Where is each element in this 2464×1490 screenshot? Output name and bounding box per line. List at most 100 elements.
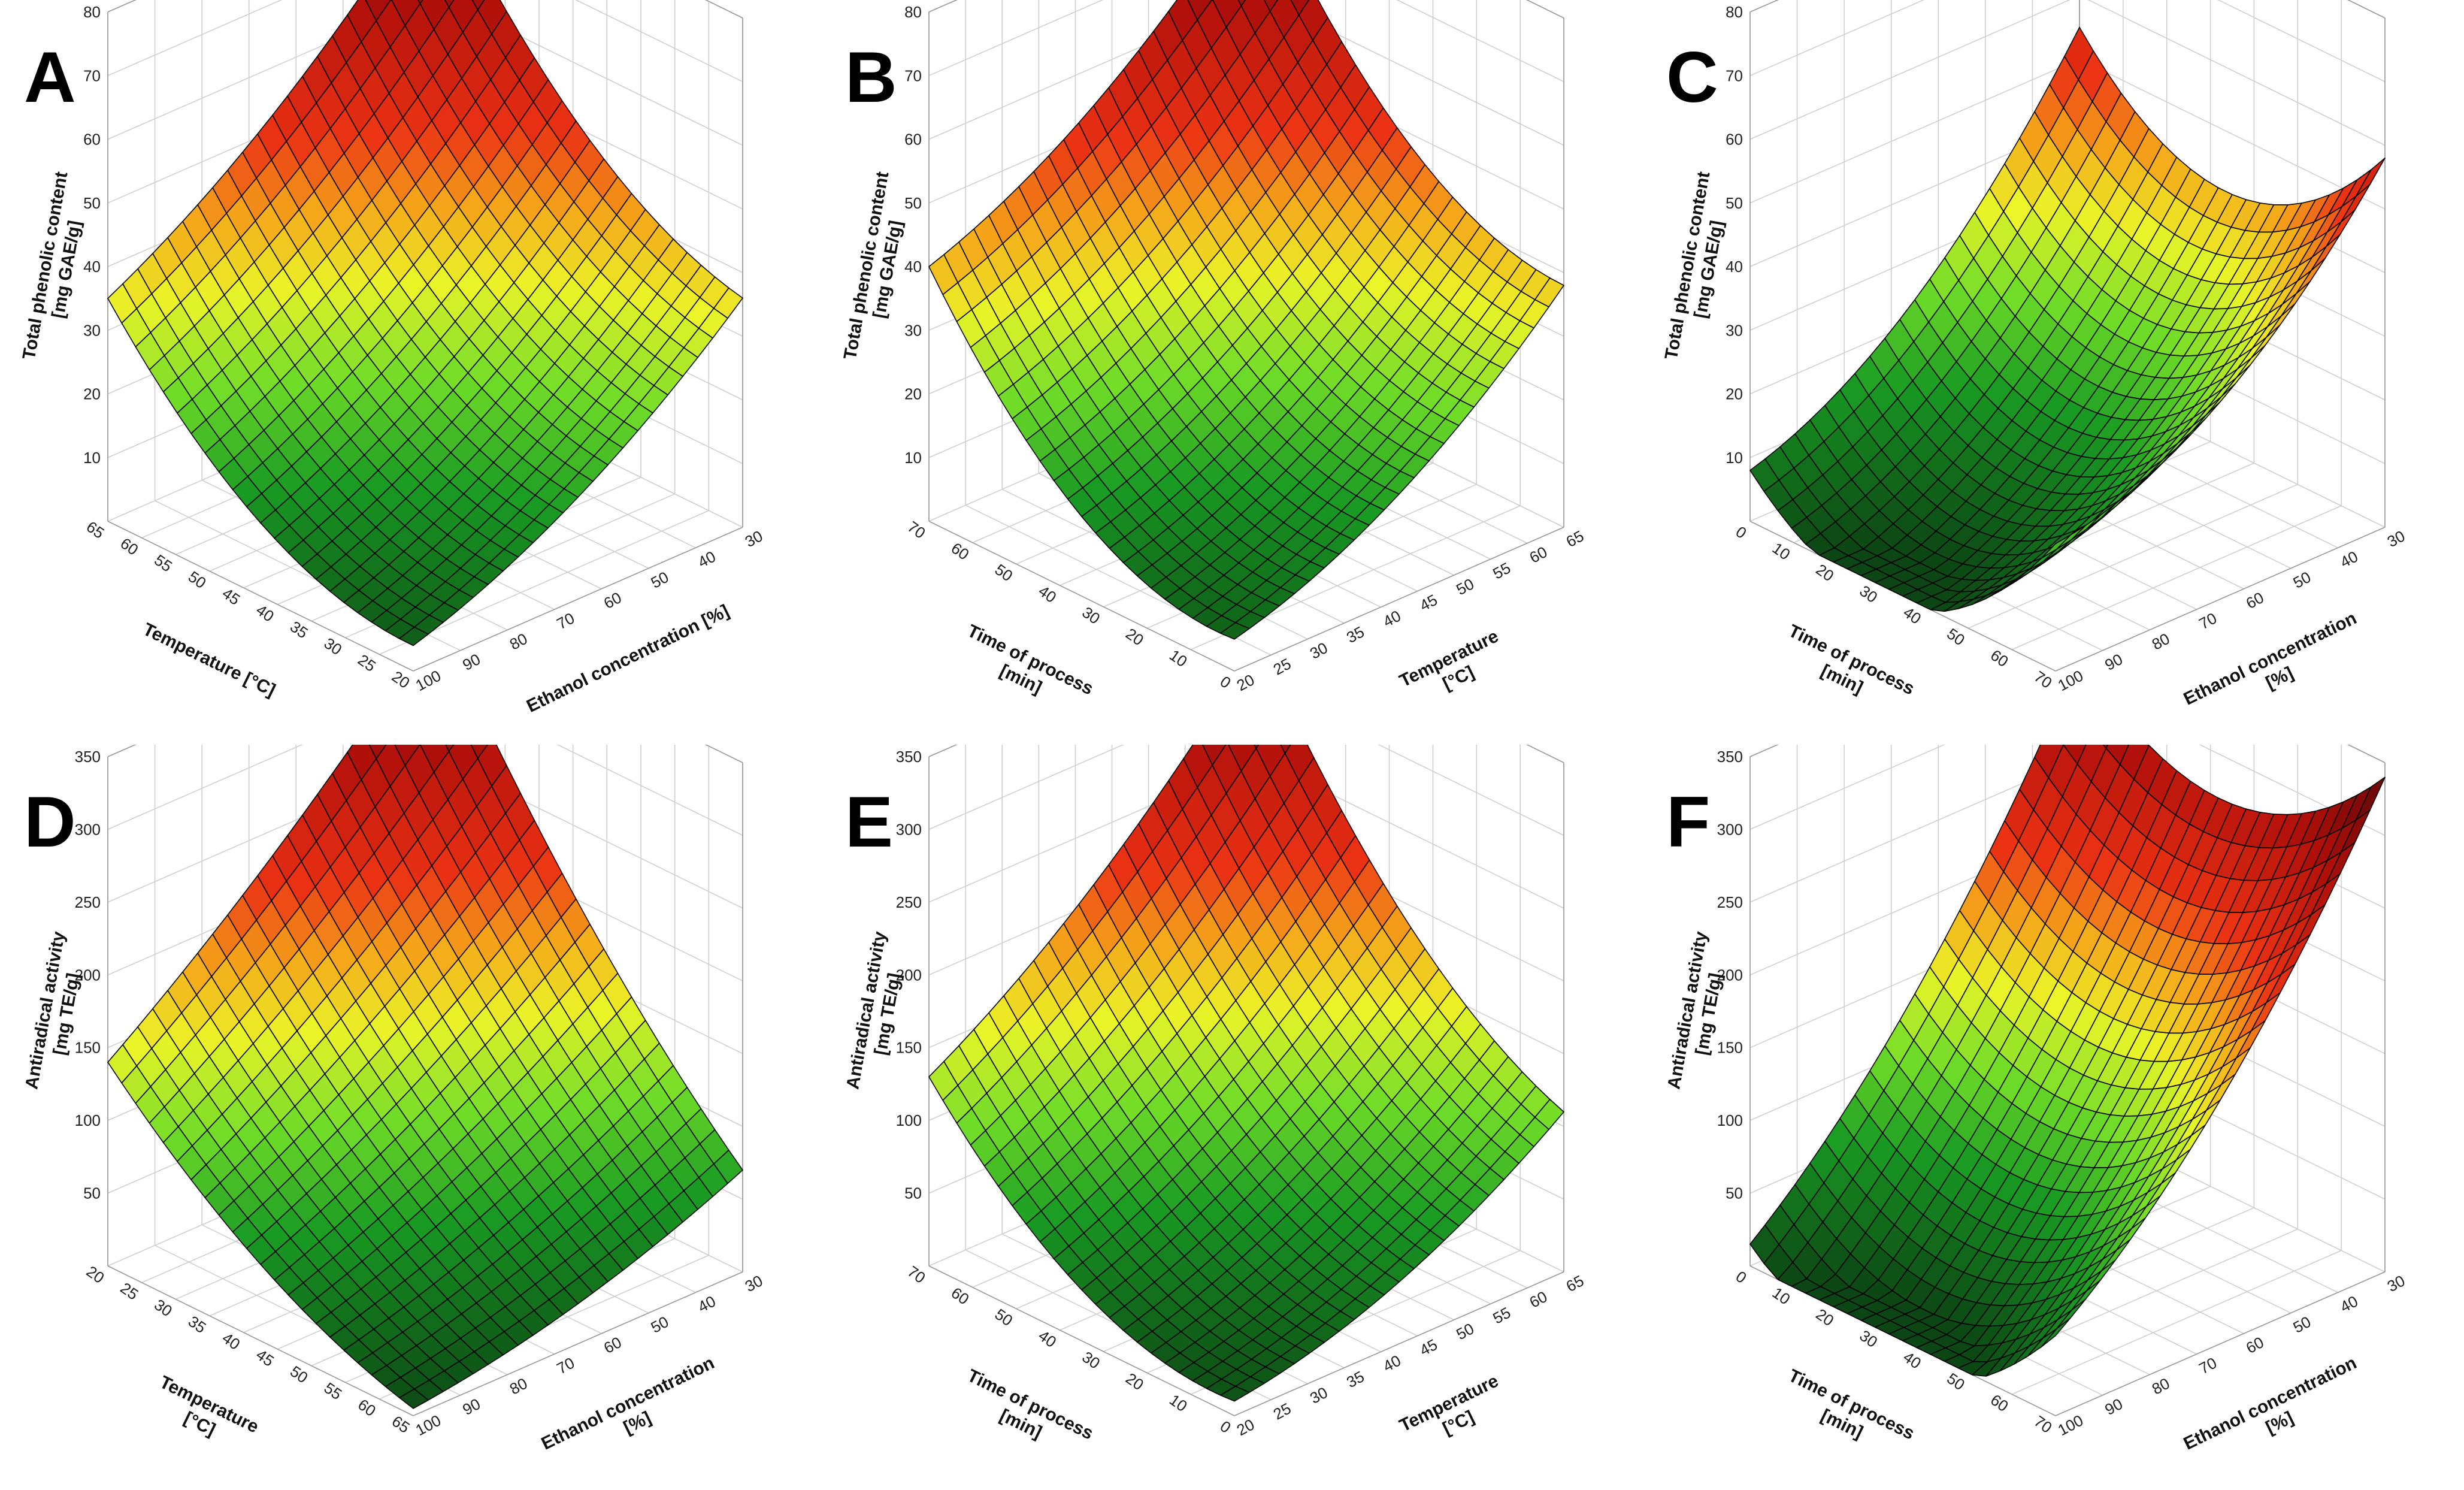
floor-gridline	[2011, 505, 2342, 651]
z-tick-label: 250	[75, 893, 101, 911]
x-tick-label: 40	[1900, 1348, 1924, 1373]
x-tick-label: 50	[287, 1362, 311, 1386]
z-tick-label: 350	[896, 748, 922, 766]
y-tick-label: 80	[2149, 1374, 2173, 1398]
z-tick-label: 50	[904, 1184, 922, 1202]
z-axis: 50 100 150 200 250 300 350	[896, 748, 922, 1202]
y-tick-label: 80	[2149, 630, 2173, 654]
z-tick-label: 150	[75, 1039, 101, 1057]
box-edge	[107, 1265, 414, 1416]
z-axis-title: Antiradical activity[mg TE/g]	[843, 930, 911, 1095]
x-tick-label: 40	[1035, 582, 1060, 606]
z-tick-label: 150	[1717, 1039, 1743, 1057]
z-tick-label: 50	[83, 1184, 101, 1202]
y-tick-label: 40	[2337, 1292, 2361, 1316]
y-tick-label: 60	[601, 1333, 625, 1357]
z-tick-label: 40	[904, 258, 922, 276]
box-edge	[2055, 527, 2386, 672]
x-tick-label: 40	[1900, 603, 1924, 628]
surface-facet	[445, 745, 455, 752]
x-tick-label: 20	[389, 667, 413, 692]
z-tick-label: 80	[83, 3, 101, 21]
x-tick-label: 50	[1944, 1369, 1968, 1394]
z-tick-label: 250	[1717, 893, 1743, 911]
z-tick-label: 20	[83, 385, 101, 403]
z-tick-label: 30	[1726, 321, 1743, 339]
x-axis-title: Temperature[°C]	[147, 1372, 262, 1456]
x-tick-label: 55	[321, 1379, 346, 1403]
box-edge	[413, 1271, 743, 1416]
y-tick-label: 80	[507, 630, 531, 654]
z-tick-label: 40	[1726, 258, 1743, 276]
x-tick-label: 55	[151, 551, 175, 575]
x-tick-label: 10	[1769, 1283, 1794, 1308]
z-tick-label: 50	[1726, 194, 1743, 212]
z-tick-label: 70	[1726, 67, 1743, 84]
y-tick-label: 40	[2337, 548, 2361, 572]
x-tick-label: 60	[948, 539, 973, 563]
surface-facet	[1219, 622, 1250, 640]
x-tick-label: 65	[83, 518, 108, 542]
x-tick-label: 0	[1733, 522, 1750, 542]
z-axis-title: Total phenolic content[mg GAE/g]	[840, 170, 914, 365]
z-tick-label: 150	[896, 1039, 922, 1057]
box-edge	[1749, 745, 1779, 757]
y-tick-label: 50	[1453, 575, 1477, 599]
surface-plot-D: D 50 100 150 200 250 300 350 Antiradical activit…	[22, 745, 765, 1456]
wall-gridline	[107, 0, 743, 146]
x-tick-label: 50	[185, 567, 210, 592]
z-tick-label: 70	[904, 67, 922, 84]
box-edge	[1749, 0, 1779, 13]
x-tick-label: 70	[2031, 1412, 2056, 1437]
surface-facet	[2041, 1317, 2071, 1347]
z-tick-label: 100	[75, 1111, 101, 1129]
surface-facet	[471, 0, 485, 11]
x-tick-label: 0	[1733, 1267, 1750, 1287]
response-surface	[928, 0, 1564, 640]
x-axis-title: Temperature [°C]	[140, 619, 279, 701]
z-tick-label: 50	[83, 194, 101, 212]
x-tick-label: 30	[1856, 1326, 1881, 1351]
wall-gridline	[1749, 745, 2386, 836]
x-tick-label: 40	[219, 1329, 244, 1353]
x-tick-label: 20	[1813, 1305, 1838, 1329]
x-tick-label: 30	[1079, 603, 1103, 628]
y-tick-label: 40	[695, 1292, 719, 1316]
box-edge	[2347, 0, 2386, 19]
x-axis-title: Time of process[min]	[955, 621, 1097, 718]
z-tick-label: 250	[896, 893, 922, 911]
box-edge	[928, 1265, 1235, 1416]
z-axis-title: Total phenolic content[mg GAE/g]	[1661, 170, 1735, 365]
y-tick-label: 65	[1563, 527, 1587, 551]
x-tick-label: 20	[1813, 560, 1838, 585]
z-axis: 50 100 150 200 250 300 350	[75, 748, 101, 1202]
x-tick-label: 10	[1166, 1391, 1191, 1415]
wall-gridline	[1749, 0, 2386, 19]
y-tick-label: 35	[1343, 1367, 1367, 1391]
x-tick-label: 30	[321, 634, 346, 658]
z-tick-label: 30	[904, 321, 922, 339]
x-axis-title: Time of process[min]	[1776, 621, 1918, 718]
x-tick-label: 30	[1856, 582, 1881, 606]
x-axis-title-line: Temperature [°C]	[140, 619, 279, 701]
z-tick-label: 350	[1717, 748, 1743, 766]
z-tick-label: 50	[1726, 1184, 1743, 1202]
x-tick-label: 20	[1122, 624, 1147, 649]
z-tick-label: 300	[1717, 820, 1743, 838]
z-axis: 10 20 30 40 50 60 70 80	[904, 3, 922, 467]
z-tick-label: 10	[904, 449, 922, 467]
x-tick-label: 60	[1987, 646, 2012, 670]
z-tick-label: 200	[1717, 966, 1743, 984]
x-tick-label: 10	[1769, 539, 1794, 563]
y-tick-label: 50	[2290, 1313, 2314, 1337]
y-tick-label: 60	[2243, 1333, 2267, 1357]
panel-D: D 50 100 150 200 250 300 350 Antiradical activit…	[0, 745, 821, 1489]
y-tick-label: 30	[742, 527, 766, 551]
response-surface	[1749, 26, 2386, 612]
surface-facet	[368, 745, 387, 760]
z-tick-label: 70	[83, 67, 101, 84]
x-tick-label: 60	[117, 534, 142, 559]
panel-letter: D	[24, 782, 76, 862]
y-tick-label: 60	[1527, 1287, 1551, 1311]
